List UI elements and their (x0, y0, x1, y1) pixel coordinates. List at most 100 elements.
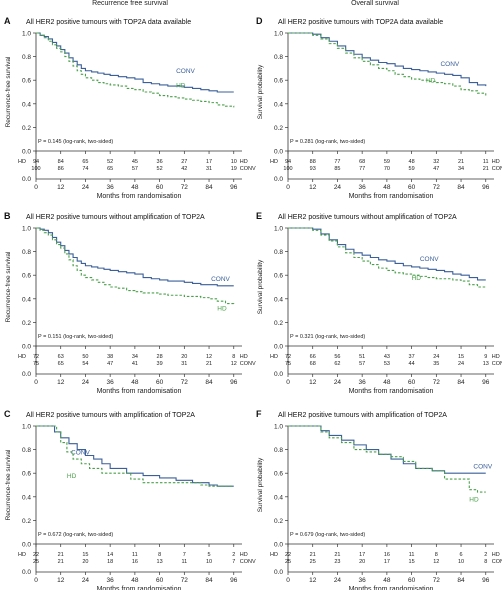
x-tick-label: 96 (482, 184, 490, 191)
risk-value-hd: 56 (334, 354, 340, 360)
risk-row-label-hd: HD (270, 159, 278, 165)
risk-value-conv: 47 (107, 361, 113, 367)
risk-row-label-conv: CONV (240, 166, 256, 172)
risk-row-label-hd: HD (492, 159, 500, 165)
risk-value-conv: 54 (82, 361, 88, 367)
series-line-conv (288, 227, 486, 281)
panel-letter: E (256, 211, 262, 221)
series-line-hd (288, 227, 487, 289)
y-tick-label: 0.6 (274, 273, 283, 280)
series-line-conv (36, 227, 234, 287)
risk-value-hd: 32 (433, 159, 439, 165)
risk-value-conv: 12 (433, 559, 439, 565)
panel-letter: A (4, 16, 11, 26)
x-tick-label: 96 (230, 379, 238, 386)
panel-letter: D (256, 16, 263, 26)
y-tick-label: 0.0 (274, 149, 283, 156)
p-value-annotation: P = 0.145 (log-rank, two-sided) (38, 139, 113, 145)
y-tick-label: 1.0 (274, 31, 283, 38)
x-tick-label: 36 (359, 379, 367, 386)
y-tick-label: 0.4 (274, 494, 283, 501)
risk-value-conv: 10 (458, 559, 464, 565)
risk-value-conv: 39 (157, 361, 163, 367)
p-value-annotation: P = 0.281 (log-rank, two-sided) (290, 139, 365, 145)
y-zero-label: 0.0 (22, 371, 31, 378)
y-axis-label: Survival probability (257, 457, 264, 512)
x-tick-label: 24 (82, 379, 90, 386)
risk-value-conv: 74 (82, 166, 88, 172)
risk-value-hd: 12 (206, 354, 212, 360)
risk-value-hd: 17 (359, 552, 365, 558)
x-tick-label: 84 (457, 577, 465, 584)
x-tick-label: 12 (57, 577, 65, 584)
risk-value-conv: 34 (458, 166, 464, 172)
y-tick-label: 0.4 (274, 296, 283, 303)
risk-value-hd: 94 (285, 159, 291, 165)
risk-value-conv: 25 (33, 559, 39, 565)
risk-row-label-conv: CONV (492, 361, 502, 367)
y-tick-label: 1.0 (22, 424, 31, 431)
x-tick-label: 96 (482, 577, 490, 584)
x-tick-label: 60 (156, 379, 164, 386)
risk-value-conv: 100 (31, 166, 40, 172)
risk-value-hd: 72 (285, 354, 291, 360)
y-axis-label: Survival probability (257, 259, 264, 314)
y-tick-label: 0.8 (22, 249, 31, 256)
risk-value-hd: 37 (409, 354, 415, 360)
risk-value-conv: 7 (232, 559, 235, 565)
risk-value-conv: 68 (310, 361, 316, 367)
x-tick-label: 12 (57, 184, 65, 191)
y-tick-label: 0.4 (22, 494, 31, 501)
risk-value-conv: 65 (107, 166, 113, 172)
risk-value-conv: 13 (483, 361, 489, 367)
chart-panel-d: D All HER2 positive tumours with TOP2A da… (256, 16, 502, 200)
y-tick-label: 0.2 (22, 125, 31, 132)
panel-title: All HER2 positive tumours with TOP2A dat… (278, 19, 443, 26)
y-zero-label: 0.0 (22, 176, 31, 183)
risk-row-label-hd: HD (270, 354, 278, 360)
x-tick-label: 0 (286, 184, 290, 191)
risk-value-hd: 94 (33, 159, 39, 165)
risk-row-label-conv: CONV (240, 361, 256, 367)
y-tick-label: 0.4 (22, 101, 31, 108)
risk-value-conv: 31 (181, 361, 187, 367)
risk-value-conv: 41 (132, 361, 138, 367)
risk-value-conv: 77 (359, 166, 365, 172)
series-label-conv: CONV (71, 449, 90, 456)
x-tick-label: 24 (334, 577, 342, 584)
column-header-overall: Overall survival (351, 0, 399, 7)
risk-value-conv: 65 (58, 361, 64, 367)
x-tick-label: 36 (107, 577, 115, 584)
y-tick-label: 1.0 (22, 31, 31, 38)
risk-value-conv: 18 (107, 559, 113, 565)
p-value-annotation: P = 0.679 (log-rank, two-sided) (290, 532, 365, 538)
series-label-conv: CONV (473, 463, 492, 470)
x-tick-label: 72 (181, 184, 189, 191)
risk-value-hd: 63 (58, 354, 64, 360)
risk-value-hd: 21 (334, 552, 340, 558)
y-tick-label: 0.2 (274, 320, 283, 327)
y-tick-label: 0.8 (22, 447, 31, 454)
y-tick-label: 1.0 (274, 424, 283, 431)
panel-letter: F (256, 409, 262, 419)
risk-value-hd: 65 (82, 159, 88, 165)
x-tick-label: 24 (334, 184, 342, 191)
p-value-annotation: P = 0.321 (log-rank, two-sided) (290, 334, 365, 340)
x-tick-label: 0 (286, 577, 290, 584)
risk-value-hd: 48 (409, 159, 415, 165)
risk-value-hd: 59 (384, 159, 390, 165)
risk-row-label-hd: HD (18, 354, 26, 360)
y-tick-label: 0.2 (274, 125, 283, 132)
x-tick-label: 12 (57, 379, 65, 386)
y-tick-label: 0.8 (274, 54, 283, 61)
x-tick-label: 0 (34, 184, 38, 191)
risk-value-conv: 57 (359, 361, 365, 367)
x-tick-label: 84 (205, 379, 213, 386)
risk-value-hd: 72 (33, 354, 39, 360)
risk-value-hd: 77 (334, 159, 340, 165)
risk-value-conv: 21 (483, 166, 489, 172)
y-tick-label: 0.6 (274, 471, 283, 478)
risk-value-conv: 11 (181, 559, 187, 565)
risk-value-hd: 45 (132, 159, 138, 165)
